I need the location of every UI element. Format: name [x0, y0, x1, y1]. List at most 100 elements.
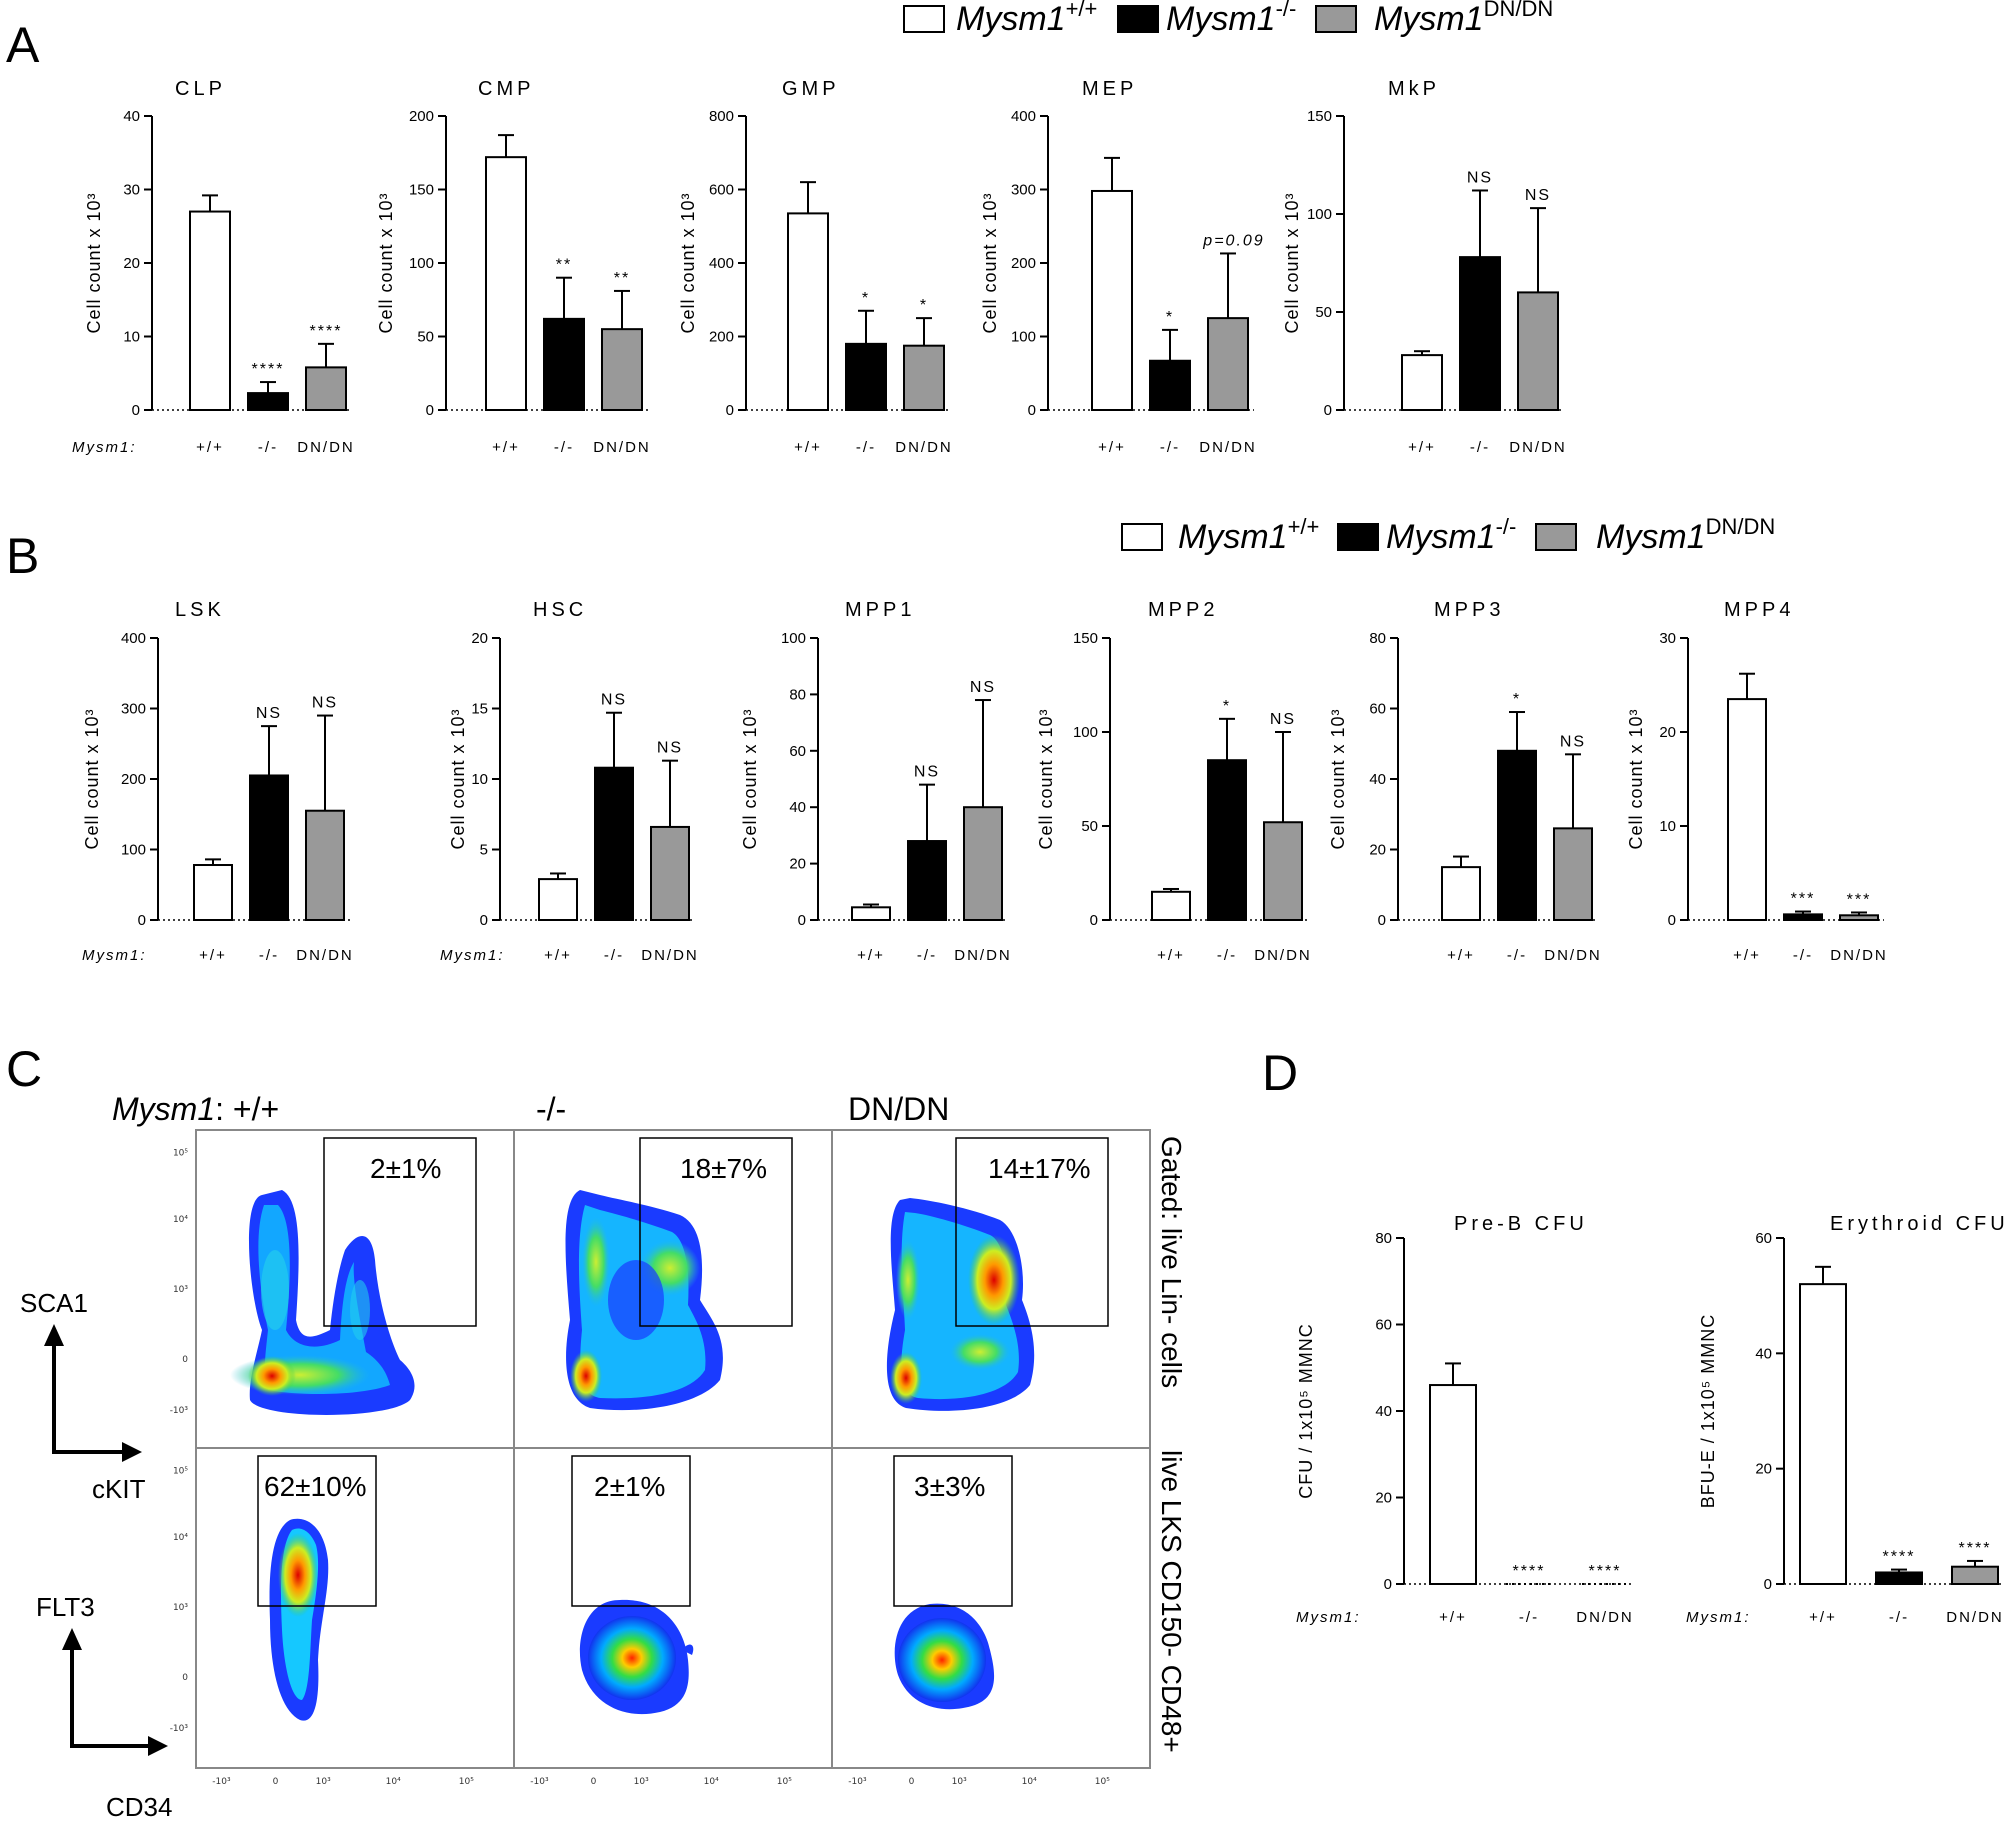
flow-density-blob	[896, 1240, 920, 1320]
y-axis-label: CFU / 1x10⁵ MMNC	[1296, 1323, 1316, 1498]
y-tick-label: 20	[1659, 724, 1676, 741]
flow-y-tick: 10³	[173, 1603, 188, 1613]
bar-+/+	[485, 156, 527, 411]
flow-x-tick: 0	[909, 1777, 915, 1787]
y-tick-label: 0	[798, 912, 806, 929]
y-tick-label: 80	[1375, 1230, 1392, 1247]
y-tick-label: 60	[1755, 1230, 1772, 1247]
bar-+/+	[1151, 890, 1191, 921]
category-label: -/-	[1793, 947, 1813, 964]
bar-DN/DN	[1517, 291, 1559, 411]
bar--/-	[249, 774, 289, 921]
y-tick-label: 40	[789, 799, 806, 816]
y-tick-label: 60	[1369, 701, 1386, 718]
chart-clp: CLP 0 10 20 30 40 Cell count x 10³ +/+ **** -/- **…	[72, 78, 353, 456]
category-label: +/+	[199, 947, 227, 964]
legend-swatch-dn	[1315, 5, 1357, 33]
genotype-prefix: Mysm1:	[72, 439, 137, 456]
flow-gate-percent: 2±1%	[594, 1471, 665, 1502]
category-label: +/+	[1733, 947, 1761, 964]
y-tick-label: 10	[471, 771, 488, 788]
flow-y-tick: 10⁵	[173, 1148, 188, 1158]
y-tick-label: 10	[123, 329, 140, 346]
category-label: DN/DN	[895, 439, 953, 456]
y-tick-label: 0	[726, 402, 734, 419]
category-label: -/-	[258, 439, 278, 456]
legend-sup-ko: -/-	[1496, 514, 1517, 539]
chart-title: Pre-B CFU	[1454, 1213, 1588, 1235]
genotype-prefix: Mysm1:	[440, 947, 505, 964]
y-tick-label: 80	[789, 686, 806, 703]
y-axis-label: Cell count x 10³	[1626, 708, 1646, 849]
flow-density-core	[968, 1235, 1020, 1325]
y-axis-label: Cell count x 10³	[678, 192, 698, 333]
svg-text:Mysm1-/-: Mysm1-/-	[1386, 514, 1516, 556]
category-label: +/+	[794, 439, 822, 456]
legend-sup-wt: +/+	[1288, 514, 1320, 539]
significance-label: NS	[1560, 733, 1586, 750]
flow-gate	[955, 1137, 1109, 1327]
y-tick-label: 0	[1764, 1576, 1772, 1593]
y-tick-label: 150	[1073, 630, 1098, 647]
svg-text:Mysm1+/+: Mysm1+/+	[956, 0, 1097, 38]
flow-y-tick: 10⁴	[173, 1215, 188, 1225]
significance-label: NS	[1525, 187, 1551, 204]
chart-title: MEP	[1082, 78, 1137, 100]
y-tick-label: 0	[132, 402, 140, 419]
bar-+/+	[1441, 866, 1481, 921]
chart-cmp: CMP 0 50 100 150 200 Cell count x 10³ +/+ ** -/- *…	[376, 78, 651, 456]
flow-x-tick: 10³	[316, 1777, 331, 1787]
category-label: +/+	[1439, 1609, 1467, 1626]
category-label: DN/DN	[1254, 947, 1312, 964]
category-label: +/+	[857, 947, 885, 964]
y-tick-label: 0	[1384, 1576, 1392, 1593]
flow-gate-percent: 2±1%	[370, 1153, 441, 1184]
chart-mpp2: MPP2 0 50 100 150 Cell count x 10³ +/+ * -/- NS DN…	[1036, 599, 1312, 964]
flow-density-blob	[258, 1205, 390, 1395]
flow-density-core	[890, 1352, 922, 1404]
flow-plot-r1-c1: 2±1%	[230, 1137, 477, 1415]
y-axis-label: Cell count x 10³	[448, 708, 468, 849]
flow-x-tick: -10³	[530, 1777, 549, 1787]
category-label: -/-	[917, 947, 937, 964]
significance-label: NS	[914, 764, 940, 781]
flow-plot-r2-c2: 2±1%	[571, 1455, 694, 1715]
bar-DN/DN	[650, 825, 690, 921]
flow-x-tick: 10⁴	[386, 1777, 401, 1787]
y-tick-label: 0	[138, 912, 146, 929]
legend-gene: Mysm1	[1374, 0, 1484, 38]
flow-x-tick: 10⁵	[459, 1777, 474, 1787]
y-tick-label: 100	[781, 630, 806, 647]
flow-plot-r2-c3: 3±3%	[893, 1455, 1013, 1710]
y-tick-label: 50	[1315, 304, 1332, 321]
y-tick-label: 50	[417, 329, 434, 346]
arrow-right-icon	[122, 1442, 142, 1462]
flow-x-tick: 0	[273, 1777, 279, 1787]
bar-DN/DN	[1207, 317, 1249, 411]
y-tick-label: 5	[480, 842, 488, 859]
y-tick-label: 15	[471, 701, 488, 718]
legend-sup-dn: DN/DN	[1484, 0, 1554, 21]
arrow-up-icon	[44, 1324, 64, 1346]
flow-density-blob	[350, 1280, 370, 1340]
flow-col-header-ko: -/-	[536, 1091, 566, 1127]
y-tick-label: 100	[1011, 329, 1036, 346]
chart-title: MPP3	[1434, 599, 1504, 621]
y-tick-label: 200	[409, 108, 434, 125]
arrow-right-icon	[148, 1736, 168, 1756]
flow-x-tick: 10⁵	[777, 1777, 792, 1787]
flow-x-tick: 10³	[634, 1777, 649, 1787]
flow-y-tick: 10⁴	[173, 1533, 188, 1543]
flow-density-core	[588, 1616, 676, 1700]
legend-gene: Mysm1	[1178, 518, 1288, 556]
significance-label: NS	[601, 692, 627, 709]
y-tick-label: 50	[1081, 818, 1098, 835]
y-tick-label: 10	[1659, 818, 1676, 835]
y-tick-label: 0	[426, 402, 434, 419]
flow-gate-label-row1: Gated: live Lin- cells	[1156, 1136, 1187, 1388]
bar-DN/DN	[1951, 1565, 1999, 1585]
category-label: DN/DN	[593, 439, 651, 456]
significance-label: *	[1166, 309, 1174, 326]
flow-gate-percent: 14±17%	[988, 1153, 1091, 1184]
y-tick-label: 400	[121, 630, 146, 647]
